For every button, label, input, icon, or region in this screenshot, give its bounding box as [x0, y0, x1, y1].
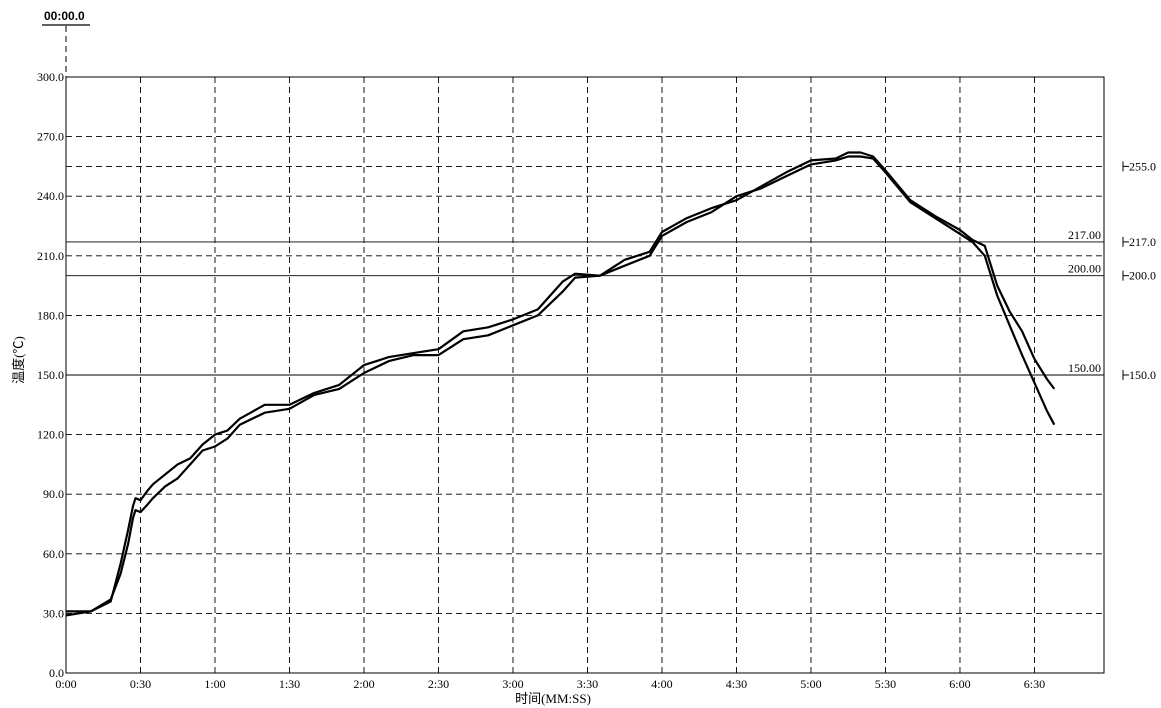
series-line-2 — [66, 151, 1056, 613]
series-line-1 — [65, 155, 1056, 617]
reference-line-label: 150.00 — [1068, 361, 1101, 375]
y-tick-label: 30.0 — [43, 606, 64, 620]
right-marker-label: 217.0 — [1129, 235, 1156, 249]
reference-line-label: 217.00 — [1068, 228, 1101, 242]
y-tick-labels: 0.0 30.0 60.0 90.0 120.0 150.0 180.0 210.0 240.0… — [37, 70, 64, 680]
right-marker-label: 200.0 — [1129, 269, 1156, 283]
cursor-label: 00:00.0 — [44, 9, 85, 23]
y-tick-label: 60.0 — [43, 547, 64, 561]
x-tick-label: 3:00 — [502, 677, 523, 691]
y-tick-label: 0.0 — [49, 666, 64, 680]
y-tick-label: 300.0 — [37, 70, 64, 84]
y-tick-label: 240.0 — [37, 189, 64, 203]
grid-lines — [66, 77, 1104, 673]
y-tick-label: 210.0 — [37, 249, 64, 263]
reference-lines: 217.00 217.0 200.00 200.0 150.00 150.0 255.0 — [66, 159, 1156, 382]
x-tick-label: 4:30 — [726, 677, 747, 691]
y-tick-label: 150.0 — [37, 368, 64, 382]
y-tick-label: 180.0 — [37, 308, 64, 322]
x-tick-label: 2:00 — [353, 677, 374, 691]
y-tick-label: 90.0 — [43, 487, 64, 501]
plot-frame — [65, 76, 1105, 674]
series-layer — [65, 151, 1056, 617]
y-tick-label: 120.0 — [37, 428, 64, 442]
y-axis-title: 温度(℃) — [11, 336, 26, 384]
x-axis-title: 时间(MM:SS) — [515, 691, 591, 706]
right-marker-label: 255.0 — [1129, 159, 1156, 173]
x-tick-label: 4:00 — [651, 677, 672, 691]
x-tick-label: 5:30 — [875, 677, 896, 691]
x-tick-label: 1:00 — [204, 677, 225, 691]
y-tick-label: 270.0 — [37, 130, 64, 144]
x-tick-labels: 0:00 0:30 1:00 1:30 2:00 2:30 3:00 3:30 4:00 4:30… — [55, 677, 1045, 691]
reference-line-label: 200.00 — [1068, 262, 1101, 276]
x-tick-label: 0:00 — [55, 677, 76, 691]
time-cursor[interactable]: 00:00.0 — [42, 9, 90, 77]
x-tick-label: 1:30 — [279, 677, 300, 691]
x-tick-label: 0:30 — [130, 677, 151, 691]
x-tick-label: 2:30 — [428, 677, 449, 691]
right-marker-label: 150.0 — [1129, 368, 1156, 382]
x-tick-label: 3:30 — [577, 677, 598, 691]
x-tick-label: 6:30 — [1024, 677, 1045, 691]
x-tick-label: 5:00 — [800, 677, 821, 691]
x-tick-label: 6:00 — [949, 677, 970, 691]
